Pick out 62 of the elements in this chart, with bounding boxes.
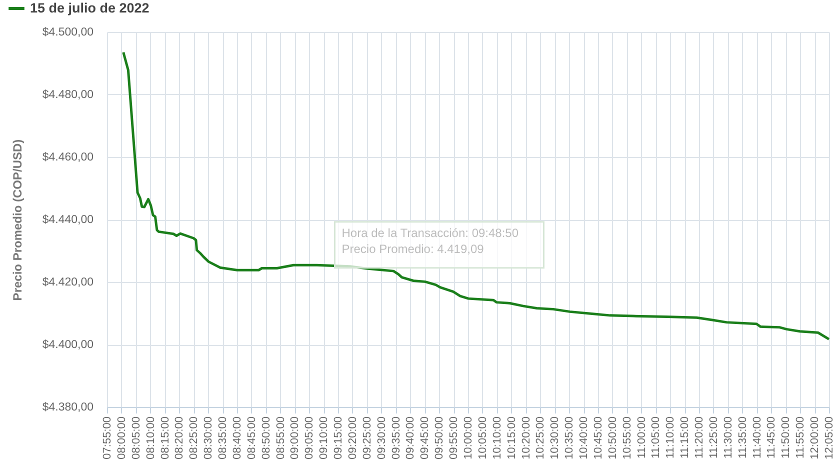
x-tick-label: 11:30:00 [722, 416, 734, 459]
x-tick-label: 08:55:00 [274, 416, 287, 460]
line-series [122, 51, 830, 340]
x-tick-label: 10:25:00 [534, 416, 547, 460]
x-tick-label: 08:15:00 [159, 416, 172, 460]
x-tick-label: 10:00:00 [462, 416, 474, 460]
x-tick-label: 09:40:00 [404, 416, 417, 460]
x-tick-label: 10:55:00 [621, 416, 634, 460]
x-tick-label: 10:05:00 [476, 416, 489, 460]
y-tick-label: $4.400,00 [42, 339, 94, 351]
x-tick-label: 11:40:00 [751, 416, 764, 459]
x-tick-label: 08:35:00 [217, 416, 230, 460]
x-tick-label: 08:40:00 [231, 416, 244, 460]
x-tick-label: 09:55:00 [448, 416, 460, 460]
x-tick-label: 09:10:00 [318, 416, 330, 460]
x-tick-label: 12:05:00 [824, 416, 835, 460]
y-axis-title: Precio Promedio (COP/USD) [10, 139, 24, 301]
x-tick-label: 08:00:00 [116, 416, 128, 460]
x-tick-label: 11:25:00 [708, 416, 720, 459]
y-tick-label: $4.440,00 [42, 214, 94, 226]
y-tick-label: $4.460,00 [42, 152, 94, 164]
x-tick-label: 11:20:00 [694, 416, 706, 459]
x-tick-label: 09:30:00 [376, 416, 388, 460]
x-tick-label: 10:35:00 [564, 416, 576, 460]
x-tick-label: 10:10:00 [491, 416, 504, 460]
x-tick-label: 11:45:00 [766, 416, 778, 459]
x-tick-label: 10:15:00 [506, 416, 518, 460]
x-tick-label: 11:05:00 [650, 416, 662, 459]
x-tick-label: 09:05:00 [304, 416, 316, 460]
annotation: Hora de la Transacción: 09:48:50 Precio Promedio: 4.419,09 [342, 226, 519, 256]
x-tick-label: 11:10:00 [664, 416, 677, 459]
x-tick-label: 09:35:00 [390, 416, 402, 460]
x-tick-label: 08:50:00 [260, 416, 272, 460]
x-tick-label: 11:55:00 [794, 416, 807, 459]
x-tick-label: 10:40:00 [578, 416, 590, 460]
x-tick-label: 11:50:00 [780, 416, 792, 459]
x-tick-label: 08:30:00 [202, 416, 215, 460]
x-tick-label: 10:45:00 [592, 416, 604, 460]
x-tick-label: 11:00:00 [636, 416, 648, 459]
x-tick-label: 10:20:00 [520, 416, 532, 460]
x-tick-label: 11:35:00 [736, 416, 749, 459]
y-tick-label: $4.500,00 [42, 26, 94, 38]
x-tick-label: 12:00:00 [809, 416, 822, 460]
x-tick-label: 11:15:00 [679, 416, 692, 459]
x-tick-label: 09:15:00 [332, 416, 345, 460]
x-tick-label: 10:50:00 [606, 416, 619, 460]
x-tick-label: 09:50:00 [434, 416, 446, 460]
x-tick-label: 09:45:00 [419, 416, 432, 460]
y-tick-label: $4.380,00 [42, 402, 94, 414]
y-tick-label: $4.480,00 [42, 89, 94, 101]
x-tick-label: 08:10:00 [144, 416, 157, 460]
x-tick-label: 09:20:00 [346, 416, 359, 460]
y-tick-label: $4.420,00 [42, 276, 94, 288]
x-tick-label: 09:25:00 [361, 416, 374, 460]
x-tick-label: 10:30:00 [549, 416, 562, 460]
x-tick-label: 09:00:00 [289, 416, 302, 460]
legend-label: 15 de julio de 2022 [30, 0, 150, 16]
x-tick-label: 08:05:00 [130, 416, 142, 460]
x-tick-label: 07:55:00 [102, 416, 114, 460]
x-tick-label: 08:45:00 [246, 416, 258, 460]
x-tick-label: 08:25:00 [188, 416, 200, 460]
x-tick-label: 08:20:00 [174, 416, 186, 460]
